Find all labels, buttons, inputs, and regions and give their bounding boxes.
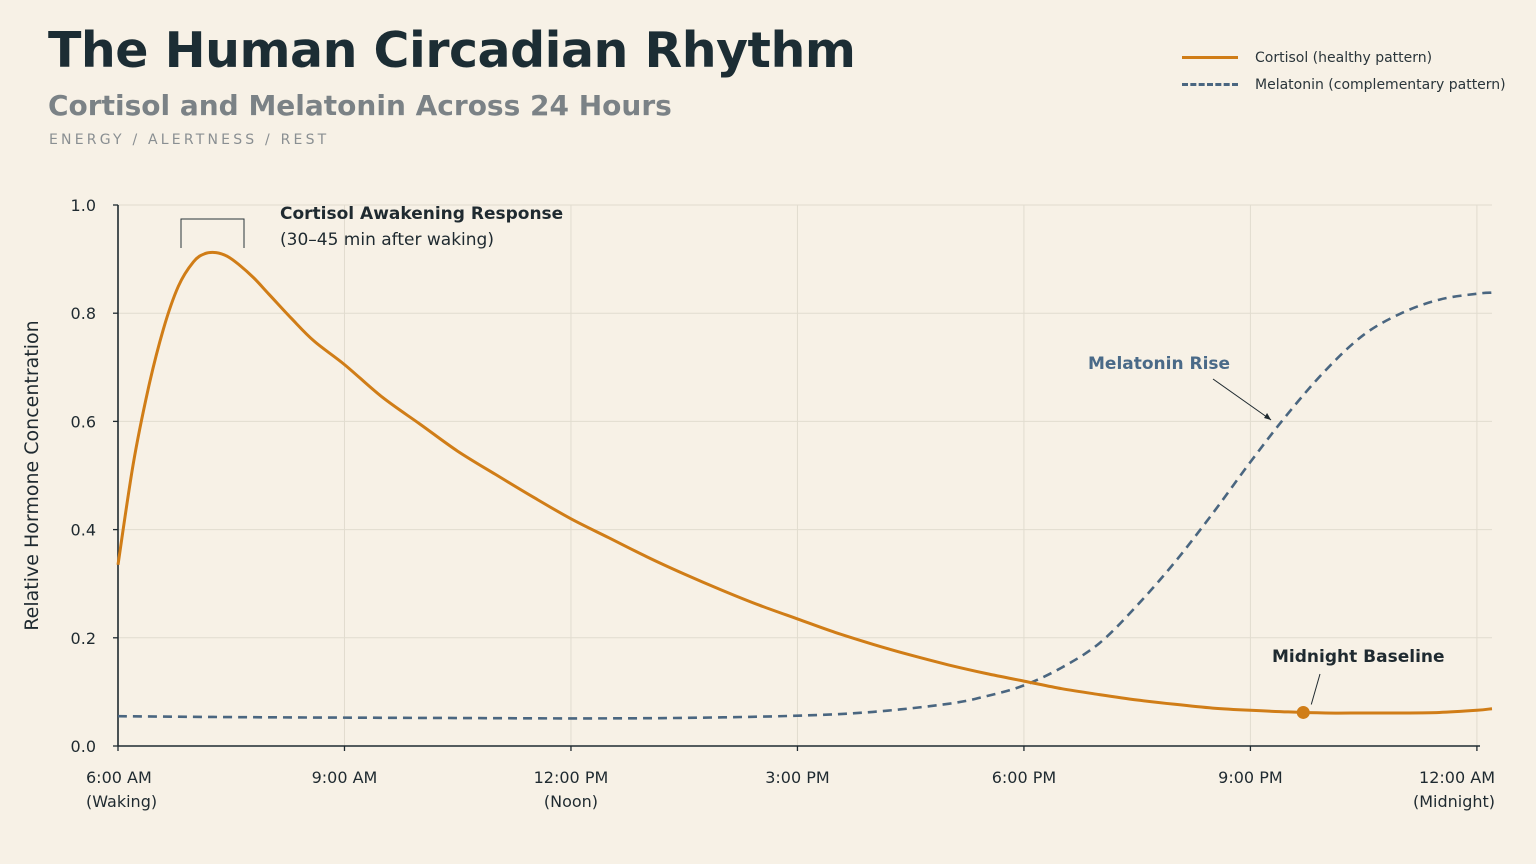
x-tick-label: 9:00 AM: [312, 768, 378, 787]
chart-legend: Cortisol (healthy pattern) Melatonin (co…: [1182, 44, 1506, 98]
y-axis-ticks: 0.0 0.2 0.4 0.6 0.8 1.0: [71, 196, 118, 756]
legend-label-melatonin: Melatonin (complementary pattern): [1255, 76, 1506, 93]
midnight-baseline-label: Midnight Baseline: [1272, 647, 1445, 667]
x-tick-label: 6:00 PM: [992, 768, 1056, 787]
melatonin-rise-leader: [1212, 378, 1272, 421]
chart-series: [116, 250, 1493, 720]
melatonin-line: [117, 291, 1493, 720]
x-tick-label: 12:00 AM: [1419, 768, 1495, 787]
y-tick-label: 0.4: [71, 521, 96, 540]
melatonin-rise-arrowhead: [1264, 412, 1272, 420]
x-tick-label: 12:00 PM: [534, 768, 609, 787]
legend-item-melatonin: Melatonin (complementary pattern): [1182, 71, 1506, 98]
cortisol-line: [116, 250, 1493, 715]
melatonin-rise-label: Melatonin Rise: [1088, 354, 1230, 374]
y-tick-label: 0.0: [71, 737, 96, 756]
legend-swatch-cortisol: [1182, 56, 1238, 59]
grid-lines: [118, 204, 1492, 746]
y-tick-label: 0.6: [71, 412, 96, 431]
y-tick-label: 0.8: [71, 304, 96, 323]
x-tick-label: 3:00 PM: [765, 768, 829, 787]
y-tick-label: 1.0: [71, 196, 96, 215]
awakening-bracket: [180, 218, 245, 248]
x-axis-ticks: 6:00 AM (Waking) 9:00 AM 12:00 PM (Noon) 3:00…: [86, 746, 1495, 811]
legend-item-cortisol: Cortisol (healthy pattern): [1182, 44, 1506, 71]
x-tick-label: 6:00 AM: [86, 768, 152, 787]
y-tick-label: 0.2: [71, 629, 96, 648]
awakening-annotation-sublabel: (30–45 min after waking): [280, 230, 494, 250]
chart-annotations: Cortisol Awakening Response (30–45 min af…: [180, 204, 1445, 719]
awakening-annotation-label: Cortisol Awakening Response: [280, 204, 563, 224]
midnight-baseline-marker: [1296, 705, 1310, 719]
page-tagline: ENERGY / ALERTNESS / REST: [49, 132, 330, 148]
y-axis-title: Relative Hormone Concentration: [21, 320, 43, 630]
page-title: The Human Circadian Rhythm: [48, 22, 856, 79]
legend-label-cortisol: Cortisol (healthy pattern): [1255, 49, 1433, 66]
x-tick-label: (Midnight): [1413, 792, 1495, 811]
midnight-baseline-leader: [1310, 673, 1321, 705]
legend-swatch-melatonin: [1182, 83, 1238, 86]
x-tick-label: 9:00 PM: [1218, 768, 1282, 787]
x-tick-label: (Noon): [544, 792, 598, 811]
page-subtitle: Cortisol and Melatonin Across 24 Hours: [48, 89, 672, 122]
x-tick-label: (Waking): [86, 792, 157, 811]
